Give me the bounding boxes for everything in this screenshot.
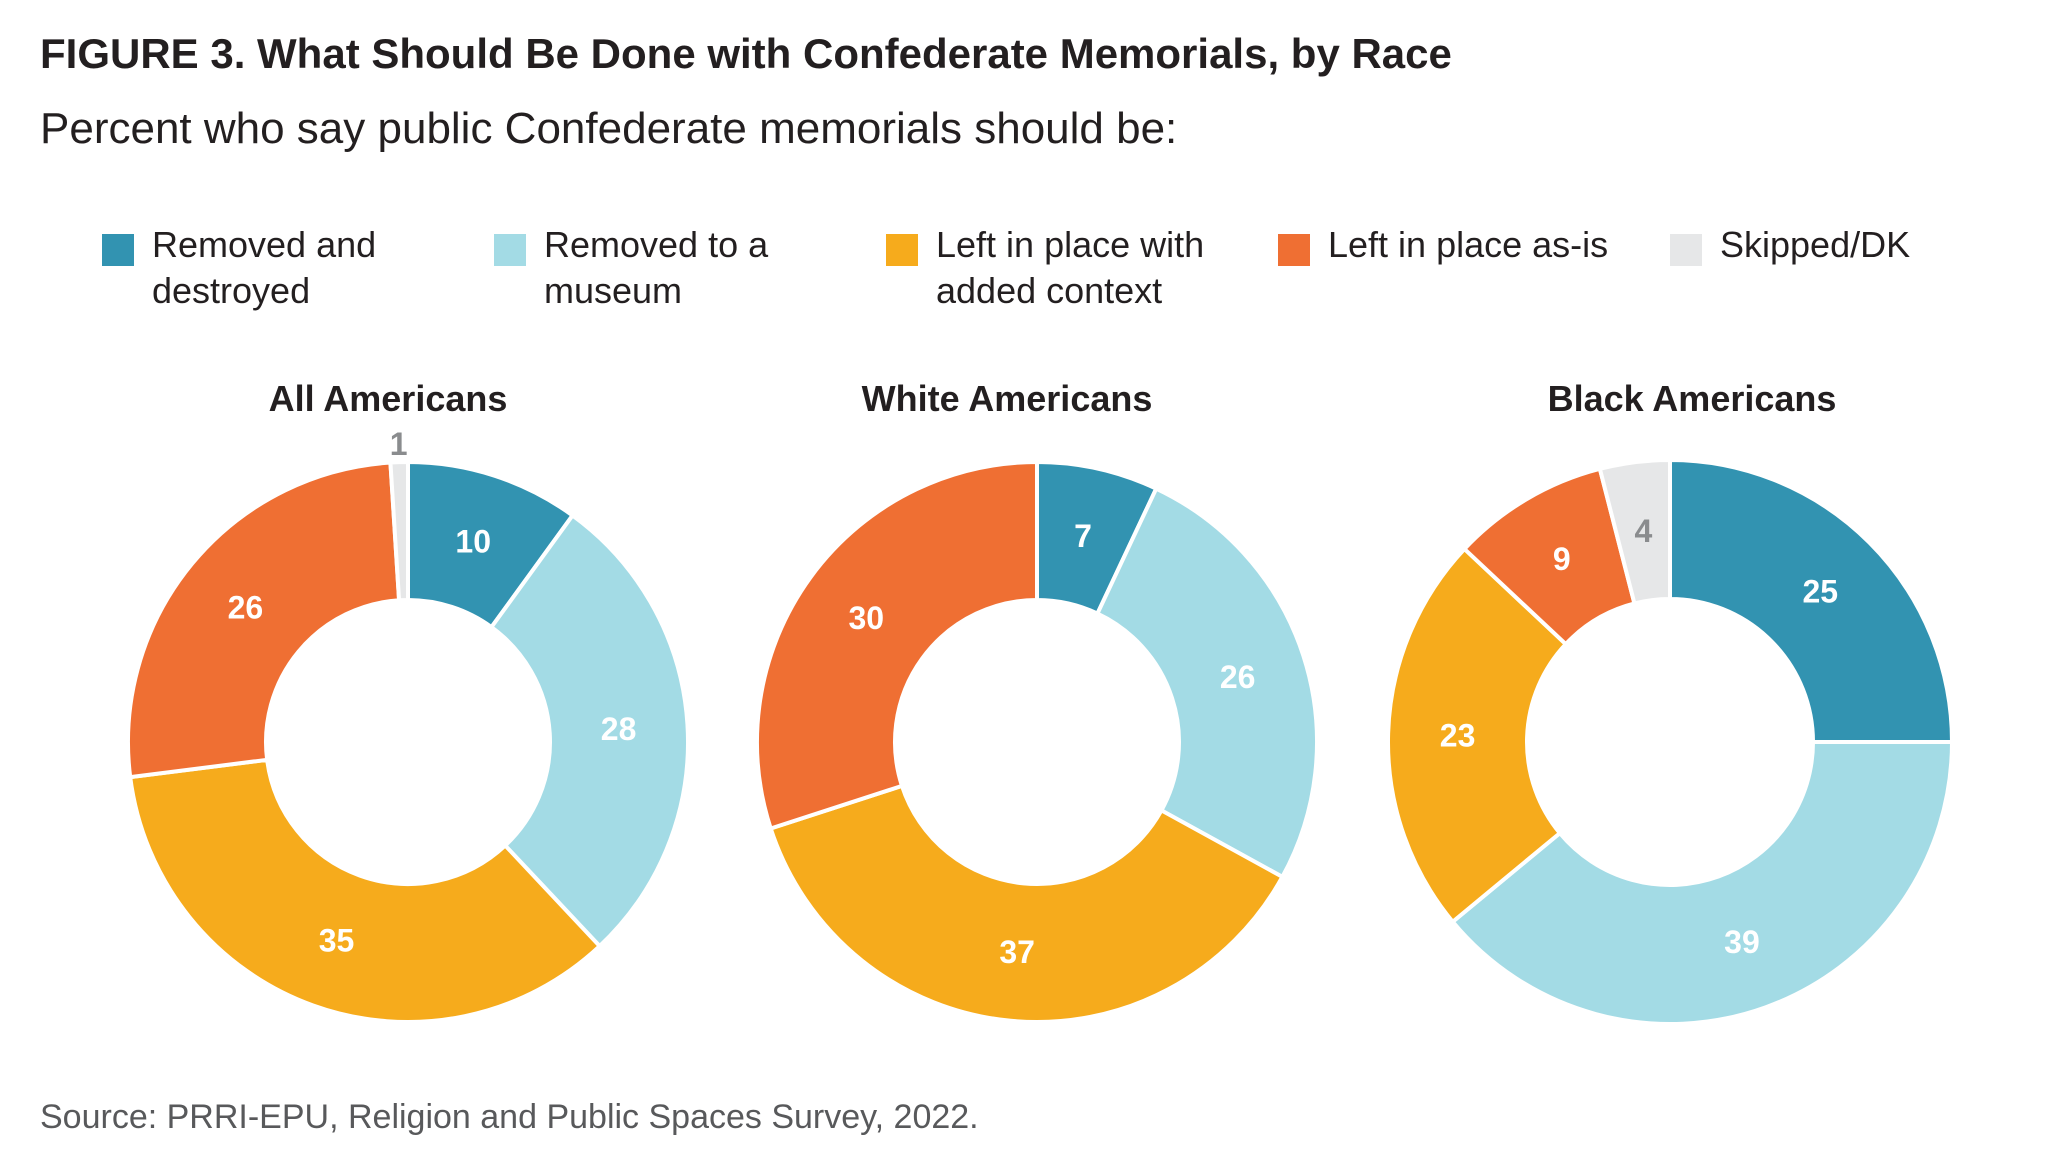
legend-label: Removed and destroyed bbox=[152, 224, 377, 311]
legend-swatch bbox=[1670, 234, 1702, 266]
data-label-all-removed-to-a-museum: 28 bbox=[601, 711, 637, 747]
legend-label: Left in place with added context bbox=[936, 224, 1205, 311]
data-label-white-removed-and-destroyed: 7 bbox=[1074, 518, 1092, 554]
data-label-black-left-in-place-as-is: 9 bbox=[1553, 541, 1571, 577]
slice-white-left-in-place-as-is bbox=[755, 459, 1039, 832]
legend-label: Left in place as-is bbox=[1328, 224, 1609, 265]
data-label-white-left-in-place-with-added-context: 37 bbox=[999, 934, 1035, 970]
legend-swatch bbox=[102, 234, 134, 266]
panel-title-black: Black Americans bbox=[1547, 378, 1837, 419]
data-label-black-removed-to-a-museum: 39 bbox=[1724, 924, 1760, 960]
slice-black-removed-to-a-museum bbox=[1449, 740, 1955, 1026]
slice-all-removed-to-a-museum bbox=[488, 512, 690, 949]
source-note: Source: PRRI-EPU, Religion and Public Sp… bbox=[40, 1098, 979, 1136]
slice-black-removed-and-destroyed bbox=[1668, 457, 1955, 744]
data-label-white-left-in-place-as-is: 30 bbox=[849, 600, 885, 636]
slice-black-skipped-dk bbox=[1597, 457, 1672, 606]
legend-swatch bbox=[1278, 234, 1310, 266]
data-label-all-left-in-place-as-is: 26 bbox=[228, 590, 264, 626]
legend-swatch bbox=[494, 234, 526, 266]
slice-all-left-in-place-as-is bbox=[126, 460, 402, 780]
slice-white-removed-to-a-museum bbox=[1094, 485, 1319, 880]
legend-label: Skipped/DK bbox=[1720, 224, 1911, 265]
slice-black-left-in-place-with-added-context bbox=[1386, 546, 1569, 925]
data-label-black-removed-and-destroyed: 25 bbox=[1802, 574, 1838, 610]
chart-subtitle: Percent who say public Confederate memor… bbox=[40, 104, 1178, 153]
data-label-white-removed-to-a-museum: 26 bbox=[1220, 659, 1256, 695]
donut-white: 7 26 37 30 bbox=[755, 459, 1319, 1024]
panel-title-white: White Americans bbox=[861, 378, 1153, 419]
data-label-all-left-in-place-with-added-context: 35 bbox=[319, 923, 355, 959]
data-label-all-skipped-dk: 1 bbox=[390, 426, 408, 462]
donut-all: 10 28 35 26 1 bbox=[126, 426, 690, 1024]
legend-swatch bbox=[886, 234, 918, 266]
slice-all-skipped-dk bbox=[388, 459, 410, 603]
chart-title: FIGURE 3. What Should Be Done with Confe… bbox=[40, 30, 1452, 77]
data-label-black-skipped-dk: 4 bbox=[1634, 513, 1652, 549]
slice-white-left-in-place-with-added-context bbox=[768, 783, 1286, 1024]
donut-black: 25 39 23 9 4 bbox=[1386, 457, 1955, 1026]
slice-all-left-in-place-with-added-context bbox=[127, 757, 603, 1024]
data-label-black-left-in-place-with-added-context: 23 bbox=[1440, 717, 1476, 753]
legend-label: Removed to a museum bbox=[544, 224, 769, 311]
panel-title-all: All Americans bbox=[268, 378, 508, 419]
data-label-all-removed-and-destroyed: 10 bbox=[455, 523, 491, 559]
